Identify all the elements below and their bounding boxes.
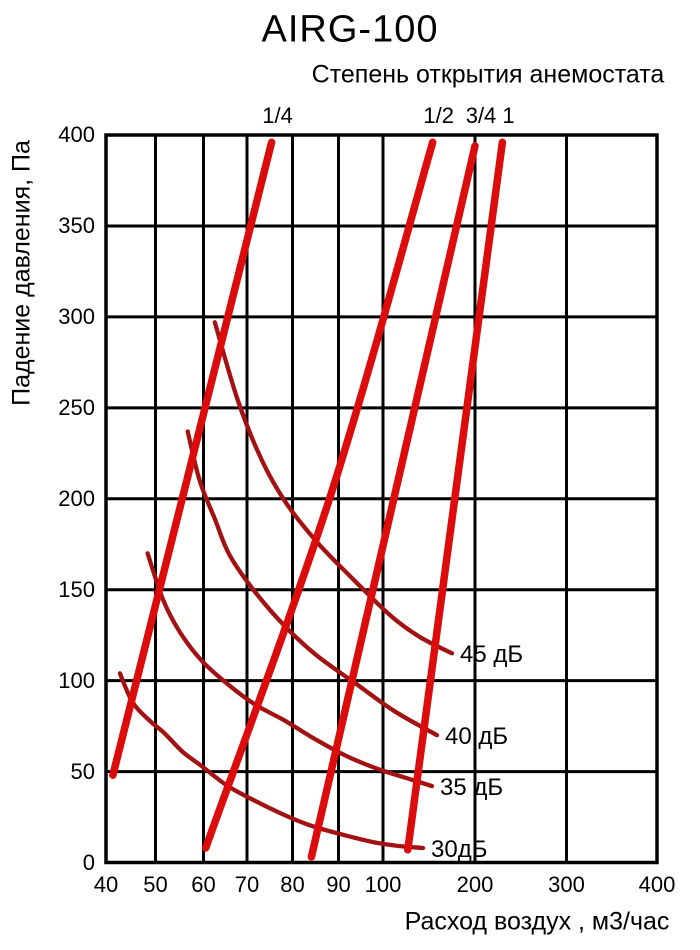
y-tick-label-350: 350	[58, 212, 95, 238]
noise-40db-curve	[185, 429, 440, 738]
y-tick-label-200: 200	[58, 485, 95, 511]
opening-1-curve	[404, 138, 507, 854]
x-tick-label-80: 80	[280, 871, 305, 897]
opening-3-4-label: 3/4	[465, 103, 497, 128]
noise-35db-curve	[145, 551, 435, 789]
x-tick-label-50: 50	[143, 871, 168, 897]
noise-45db-label: 45 дБ	[460, 641, 524, 669]
opening-1-4-label: 1/4	[262, 103, 293, 128]
x-axis-title: Расход воздух , м3/час	[404, 907, 670, 936]
y-tick-label-150: 150	[58, 576, 95, 602]
x-tick-label-70: 70	[234, 871, 260, 897]
chart-subtitle: Степень открытия анемостата	[311, 60, 665, 89]
y-tick-label-50: 50	[70, 758, 95, 784]
chart-title: AIRG-100	[261, 8, 439, 51]
noise-35db-label: 35 дБ	[440, 774, 504, 802]
opening-1-2-curve	[201, 138, 437, 852]
x-tick-label-300: 300	[548, 871, 585, 897]
x-tick-label-200: 200	[456, 871, 494, 897]
noise-30db-curve	[117, 671, 426, 851]
x-tick-label-100: 100	[364, 871, 402, 897]
y-tick-label-250: 250	[58, 394, 95, 420]
noise-40db-label: 40 дБ	[445, 723, 509, 751]
y-tick-label-0: 0	[82, 849, 95, 875]
opening-1-2-label: 1/2	[423, 103, 454, 128]
plot-border	[104, 133, 659, 865]
opening-1-4-curve	[109, 138, 276, 779]
x-tick-label-400: 400	[638, 871, 676, 897]
opening-3-4-curve	[307, 142, 479, 861]
y-tick-label-100: 100	[58, 667, 95, 693]
x-tick-label-60: 60	[191, 871, 216, 897]
y-tick-label-300: 300	[58, 303, 95, 329]
noise-30db-label: 30дБ	[431, 835, 488, 863]
y-tick-label-400: 400	[58, 122, 95, 147]
opening-1-label: 1	[502, 103, 515, 128]
x-tick-label-40: 40	[93, 871, 119, 897]
x-tick-label-90: 90	[326, 871, 351, 897]
